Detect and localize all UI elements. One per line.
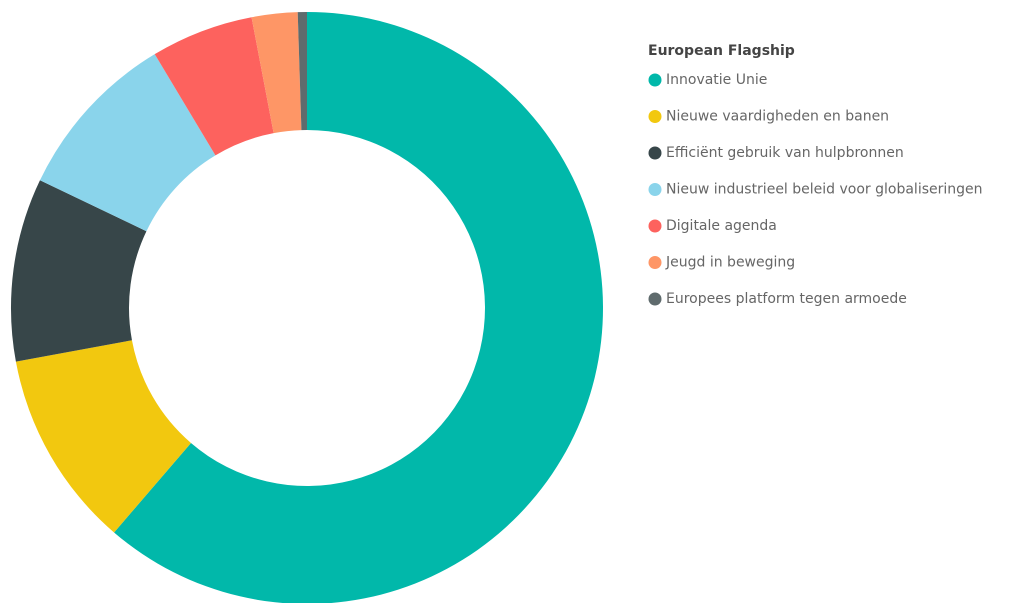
legend-marker (648, 73, 662, 87)
legend-marker (648, 219, 662, 233)
donut-slice (154, 17, 274, 156)
legend-label: Nieuw industrieel beleid voor globaliser… (666, 182, 983, 198)
legend-marker (648, 256, 662, 269)
legend-label: Nieuwe vaardigheden en banen (666, 109, 889, 125)
legend-marker (648, 110, 662, 123)
donut-slice (15, 340, 191, 533)
donut-slice (297, 12, 307, 131)
legend-label: Innovatie Unie (666, 72, 767, 88)
legend-label: Jeugd in beweging (665, 255, 795, 271)
donut-slice (11, 180, 147, 362)
legend-label: Efficiënt gebruik van hulpbronnen (666, 145, 904, 161)
legend-label: Digitale agenda (666, 218, 777, 234)
donut-slice (114, 12, 603, 603)
legend-marker (648, 183, 662, 196)
donut-slice (251, 12, 302, 134)
legend-marker (648, 146, 662, 160)
donut-slice (39, 54, 216, 232)
legend-label: Europees platform tegen armoede (666, 291, 907, 307)
legend-marker (648, 292, 662, 306)
legend-title: European Flagship (648, 43, 795, 59)
